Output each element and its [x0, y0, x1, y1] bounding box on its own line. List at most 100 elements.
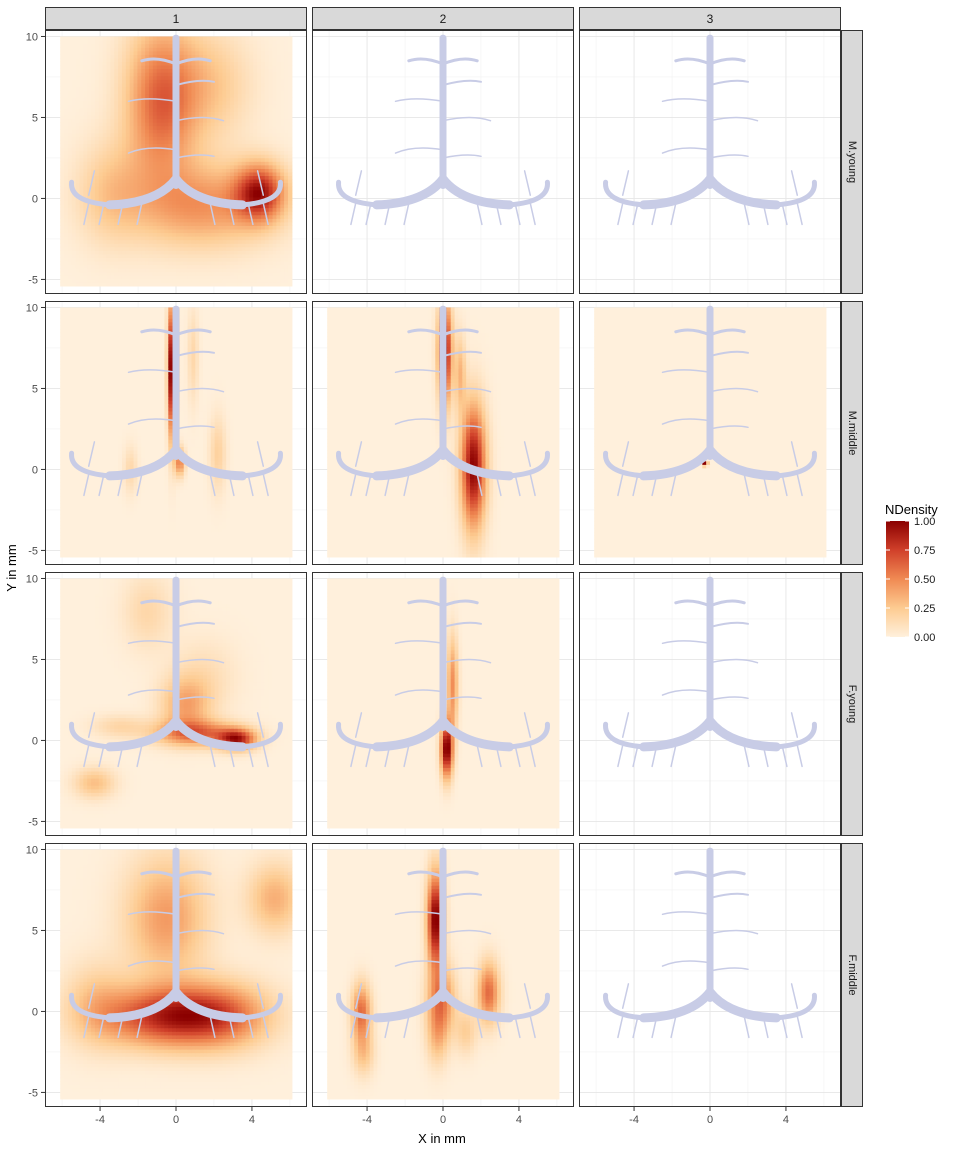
- density-cell: [287, 175, 293, 180]
- density-cell: [191, 122, 196, 127]
- density-cell: [183, 125, 189, 130]
- density-cell: [191, 528, 196, 533]
- density-cell: [230, 129, 235, 134]
- density-cell: [272, 517, 277, 522]
- density-cell: [284, 239, 289, 244]
- density-cell: [218, 146, 223, 152]
- density-cell: [187, 36, 193, 41]
- density-cell: [94, 161, 100, 166]
- density-cell: [276, 72, 281, 77]
- density-cell: [129, 36, 135, 41]
- density-cell: [114, 93, 119, 98]
- density-cell: [79, 253, 84, 258]
- density-cell: [214, 524, 220, 529]
- density-cell: [94, 157, 100, 162]
- branch-shape: [442, 154, 482, 159]
- density-cell: [183, 517, 189, 522]
- density-cell: [253, 72, 258, 77]
- density-cell: [249, 129, 254, 134]
- density-cell: [137, 549, 142, 554]
- density-cell: [179, 246, 185, 251]
- density-cell: [145, 54, 150, 59]
- density-cell: [110, 179, 115, 184]
- density-cell: [183, 157, 189, 162]
- density-cell: [276, 214, 281, 219]
- density-cell: [230, 86, 235, 91]
- density-cell: [218, 139, 223, 144]
- density-cell: [148, 146, 154, 152]
- density-cell: [64, 43, 69, 48]
- density-cell: [114, 524, 119, 529]
- density-cell: [191, 260, 196, 266]
- density-cell: [230, 61, 235, 66]
- density-cell: [183, 218, 189, 223]
- density-cell: [280, 236, 285, 241]
- density-cell: [60, 553, 65, 558]
- density-cell: [206, 168, 212, 173]
- density-cell: [160, 54, 166, 59]
- density-cell: [60, 36, 65, 41]
- density-cell: [253, 93, 258, 98]
- density-cell: [222, 171, 227, 177]
- density-cell: [226, 139, 231, 144]
- density-cell: [191, 97, 196, 102]
- density-cell: [67, 211, 73, 216]
- density-cell: [280, 282, 285, 287]
- density-cell: [141, 61, 146, 66]
- density-cell: [226, 264, 231, 269]
- density-cell: [191, 517, 196, 522]
- density-cell: [249, 122, 254, 127]
- density-cell: [145, 122, 150, 127]
- density-cell: [260, 225, 266, 230]
- density-cell: [75, 218, 81, 223]
- density-cell: [67, 549, 73, 554]
- density-cell: [218, 150, 223, 155]
- density-cell: [79, 203, 84, 209]
- density-cell: [249, 179, 254, 184]
- density-cell: [203, 72, 208, 77]
- density-cell: [60, 97, 65, 102]
- density-cell: [230, 143, 235, 148]
- density-cell: [110, 221, 115, 226]
- density-cell: [125, 211, 131, 216]
- density-cell: [110, 257, 115, 262]
- density-cell: [237, 535, 243, 540]
- density-cell: [206, 236, 212, 241]
- density-cell: [87, 143, 92, 148]
- density-cell: [137, 236, 142, 241]
- density-cell: [141, 535, 146, 540]
- density-cell: [195, 239, 200, 244]
- density-cell: [114, 542, 119, 547]
- density-cell: [230, 535, 235, 540]
- density-cell: [79, 257, 84, 262]
- density-cell: [133, 239, 138, 244]
- density-cell: [156, 546, 162, 551]
- density-cell: [226, 531, 231, 537]
- density-cell: [179, 531, 185, 537]
- density-cell: [91, 86, 96, 91]
- density-cell: [172, 260, 177, 266]
- density-cell: [83, 143, 88, 148]
- density-cell: [98, 47, 104, 52]
- density-cell: [152, 150, 158, 155]
- density-cell: [91, 221, 96, 226]
- density-cell: [218, 47, 223, 52]
- density-cell: [102, 89, 108, 95]
- density-cell: [203, 107, 208, 112]
- density-cell: [110, 211, 115, 216]
- density-cell: [187, 168, 193, 173]
- density-cell: [79, 221, 84, 226]
- density-cell: [145, 139, 150, 144]
- density-cell: [179, 260, 185, 266]
- density-cell: [183, 239, 189, 244]
- density-cell: [60, 535, 65, 540]
- density-cell: [253, 524, 258, 529]
- density-cell: [257, 100, 262, 105]
- density-cell: [94, 236, 100, 241]
- density-cell: [272, 218, 277, 223]
- density-cell: [87, 54, 92, 59]
- density-cell: [268, 236, 274, 241]
- density-cell: [187, 250, 193, 255]
- density-cell: [121, 225, 127, 230]
- density-cell: [125, 225, 131, 230]
